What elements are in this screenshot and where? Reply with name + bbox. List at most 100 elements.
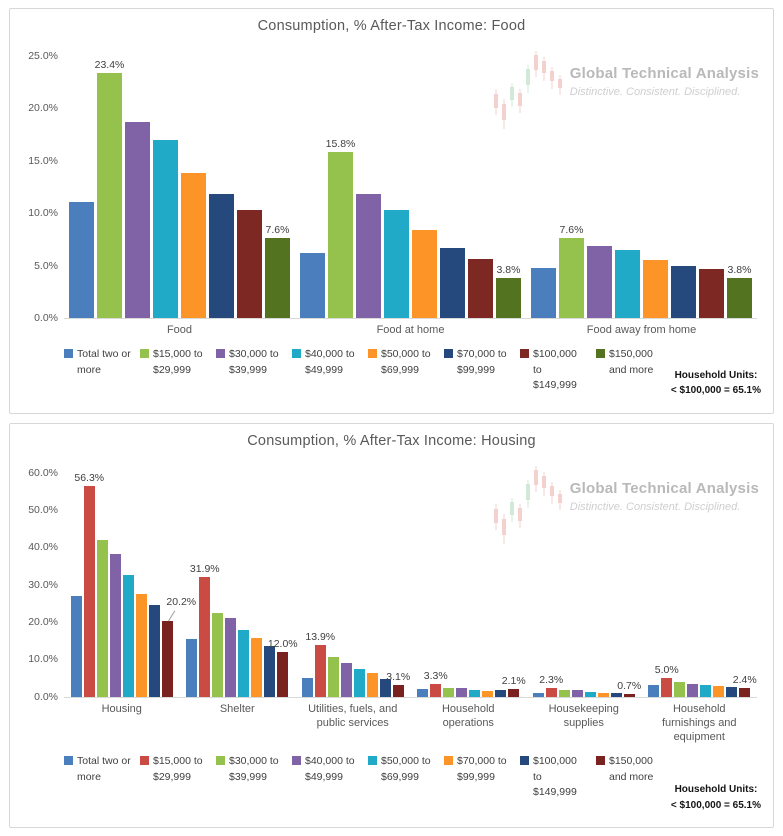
- bar-value-label: 12.0%: [267, 637, 298, 650]
- category-label: Utilities, fuels, and public services: [308, 702, 398, 729]
- bar: 31.9%: [190, 563, 220, 697]
- bar: [186, 639, 198, 697]
- x-axis-categories: Housing Shelter Utilities, fuels, and publ…: [64, 702, 757, 745]
- bar: [440, 247, 465, 318]
- plot-wrap: 0.0% 10.0% 20.0% 30.0% 40.0% 50.0% 60.0% 56.3%…: [18, 457, 757, 703]
- bar: [412, 230, 437, 318]
- bar-value-label: 13.9%: [305, 630, 336, 643]
- bar-value-label: 56.3%: [74, 472, 105, 485]
- bar: [135, 594, 147, 697]
- bar: [417, 689, 429, 697]
- category-label: Shelter: [219, 702, 255, 715]
- legend-item: $70,000 to $99,999: [444, 754, 511, 800]
- bar: [674, 681, 686, 697]
- bar: [96, 540, 108, 697]
- bar: [456, 687, 468, 697]
- legend-item: $15,000 to $29,999: [140, 347, 207, 393]
- bar-group: 15.8% 3.8%: [295, 138, 526, 318]
- bar: [353, 669, 365, 697]
- bar-value-label: 2.3%: [539, 673, 564, 686]
- bar: [148, 605, 160, 697]
- legend-swatch: [520, 349, 529, 359]
- plot-wrap: 0.0% 5.0% 10.0% 15.0% 20.0% 25.0% 23.4% 7.6% 15…: [18, 42, 757, 324]
- y-axis: 0.0% 5.0% 10.0% 15.0% 20.0% 25.0%: [18, 42, 64, 324]
- bar: [643, 260, 668, 318]
- legend-item: $40,000 to $49,999: [292, 754, 359, 800]
- plot-area: 23.4% 7.6% 15.8% 3.8% 7.6% 3.8%: [64, 42, 757, 319]
- legend-label: Total two or more: [77, 755, 131, 783]
- bar: [699, 268, 724, 318]
- bar: 20.2%: [161, 596, 196, 697]
- bar-group: 7.6% 3.8%: [526, 224, 757, 318]
- bar-group: 56.3% 20.2%: [64, 472, 196, 697]
- bar: 12.0%: [268, 638, 298, 697]
- y-tick-label: 60.0%: [28, 466, 58, 479]
- bar: [531, 267, 556, 318]
- chart-panel-food: Consumption, % After-Tax Income: Food Gl…: [9, 8, 774, 414]
- bar: 0.7%: [617, 680, 641, 697]
- legend-swatch: [368, 756, 377, 766]
- bar: [181, 173, 206, 318]
- legend-label: Total two or more: [77, 348, 131, 376]
- note-line2: < $100,000 = 65.1%: [670, 799, 761, 811]
- y-tick-label: 20.0%: [28, 615, 58, 628]
- legend: Total two or more $15,000 to $29,999 $30,0…: [64, 754, 661, 800]
- legend-label: $50,000 to $69,999: [381, 348, 431, 376]
- legend-swatch: [292, 349, 301, 359]
- y-tick-label: 10.0%: [28, 653, 58, 666]
- y-tick-label: 5.0%: [34, 259, 58, 272]
- bar: 56.3%: [74, 472, 104, 697]
- legend-swatch: [216, 756, 225, 766]
- bar: [469, 690, 481, 697]
- bar-group: 3.3% 2.1%: [411, 670, 527, 697]
- bar: [495, 689, 507, 697]
- legend-swatch: [444, 349, 453, 359]
- legend-label: $30,000 to $39,999: [229, 755, 279, 783]
- bar: 7.6%: [559, 224, 584, 318]
- bar: [713, 686, 725, 697]
- legend-swatch: [216, 349, 225, 359]
- category-label: Food: [166, 324, 193, 336]
- legend-swatch: [140, 349, 149, 359]
- bar: [209, 194, 234, 318]
- note-line2: < $100,000 = 65.1%: [670, 385, 761, 396]
- bar: [327, 656, 339, 697]
- bar: 2.3%: [539, 674, 563, 697]
- legend-swatch: [596, 756, 605, 766]
- bar: [356, 194, 381, 318]
- household-units-note: Household Units: < $100,000 = 65.1%: [671, 368, 761, 399]
- legend-item: $15,000 to $29,999: [140, 754, 207, 800]
- bar-group: 13.9% 3.1%: [295, 631, 411, 697]
- legend-item: Total two or more: [64, 347, 131, 393]
- bar: 2.1%: [502, 675, 526, 697]
- bar: 15.8%: [326, 138, 355, 318]
- legend-swatch: [520, 756, 529, 766]
- y-tick-label: 20.0%: [28, 102, 58, 115]
- category-label: Food away from home: [586, 324, 697, 336]
- legend-swatch: [444, 756, 453, 766]
- bar: [571, 689, 583, 697]
- legend-item: $150,000 and more: [596, 347, 663, 393]
- bar-value-label: 23.4%: [94, 58, 125, 71]
- bar-value-label: 2.1%: [501, 674, 526, 687]
- legend-item: $100,000 to $149,999: [520, 347, 587, 393]
- bar-value-label: 31.9%: [189, 563, 220, 576]
- bar: [251, 638, 263, 697]
- category-label: Household operations: [441, 702, 495, 729]
- bar: [587, 245, 612, 318]
- legend-label: $15,000 to $29,999: [153, 348, 203, 376]
- bar: [558, 689, 570, 697]
- legend-label: $40,000 to $49,999: [305, 348, 355, 376]
- bar: [610, 692, 622, 697]
- bar: 5.0%: [655, 664, 679, 697]
- bar: [726, 686, 738, 697]
- bar: 3.1%: [386, 671, 410, 697]
- bar: [70, 596, 82, 697]
- bar: 23.4%: [95, 59, 124, 318]
- bar: [69, 201, 94, 318]
- y-axis: 0.0% 10.0% 20.0% 30.0% 40.0% 50.0% 60.0%: [18, 457, 64, 703]
- legend-item: Total two or more: [64, 754, 131, 800]
- legend-swatch: [64, 349, 73, 359]
- legend-label: $100,000 to $149,999: [533, 348, 577, 391]
